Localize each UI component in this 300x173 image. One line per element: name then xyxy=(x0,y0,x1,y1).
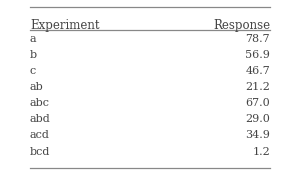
Text: acd: acd xyxy=(30,130,50,140)
Text: c: c xyxy=(30,66,36,76)
Text: 21.2: 21.2 xyxy=(245,82,270,92)
Text: b: b xyxy=(30,50,37,60)
Text: abc: abc xyxy=(30,98,50,108)
Text: 1.2: 1.2 xyxy=(252,147,270,157)
Text: bcd: bcd xyxy=(30,147,50,157)
Text: 29.0: 29.0 xyxy=(245,114,270,124)
Text: Experiment: Experiment xyxy=(30,19,100,32)
Text: Response: Response xyxy=(213,19,270,32)
Text: abd: abd xyxy=(30,114,51,124)
Text: 56.9: 56.9 xyxy=(245,50,270,60)
Text: 46.7: 46.7 xyxy=(245,66,270,76)
Text: ab: ab xyxy=(30,82,44,92)
Text: 34.9: 34.9 xyxy=(245,130,270,140)
Text: 67.0: 67.0 xyxy=(245,98,270,108)
Text: a: a xyxy=(30,34,37,44)
Text: 78.7: 78.7 xyxy=(245,34,270,44)
